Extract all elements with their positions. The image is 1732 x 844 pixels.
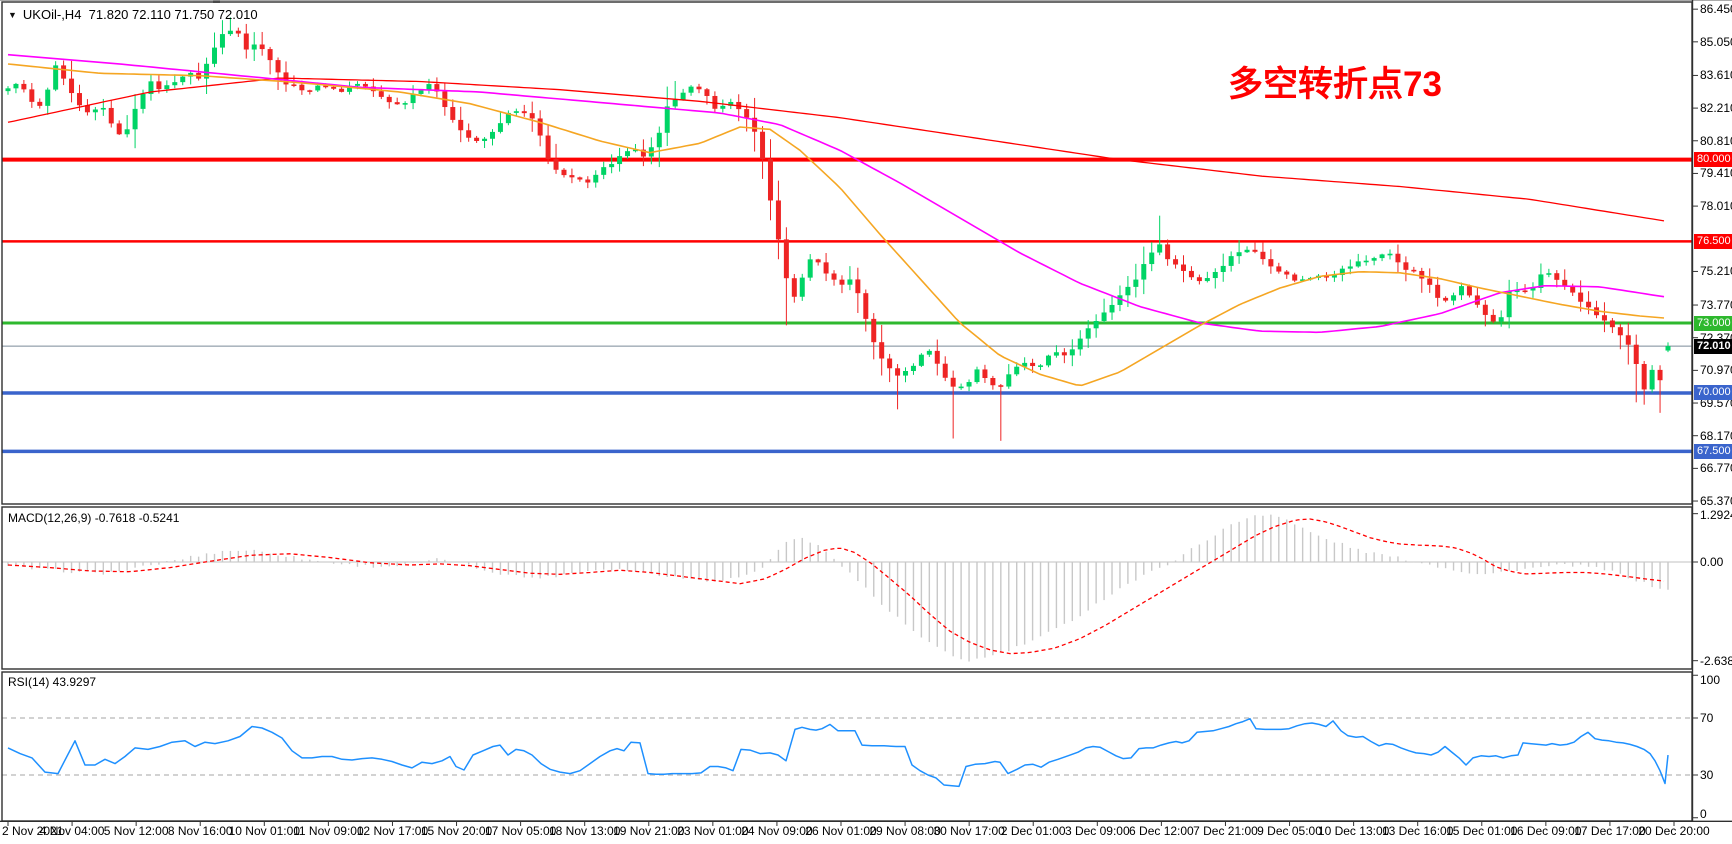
- time-axis-label: 9 Dec 05:00: [1257, 824, 1322, 838]
- time-axis-label: 17 Dec 17:00: [1574, 824, 1646, 838]
- time-axis-label: 10 Dec 13:00: [1317, 824, 1390, 838]
- macd-axis-label: -2.6386: [1700, 653, 1732, 668]
- symbol-info-bar: ▼ UKOil-,H4 71.820 72.110 71.750 72.010: [8, 7, 258, 22]
- time-axis-label: 24 Nov 09:00: [741, 824, 813, 838]
- ma-magenta-line: [7, 53, 1665, 334]
- time-axis-label: 3 Dec 09:00: [1064, 824, 1130, 838]
- axis-ticks: [7, 8, 1698, 826]
- time-axis-label: 15 Dec 01:00: [1446, 824, 1518, 838]
- price-axis-label: 82.210: [1700, 101, 1732, 116]
- rsi-axis-label: 70: [1700, 711, 1714, 725]
- macd-panel: [2, 514, 1692, 662]
- price-axis-label: 86.450: [1700, 2, 1732, 17]
- price-axis-label: 66.770: [1700, 461, 1732, 476]
- rsi-axis-label: 30: [1700, 768, 1714, 782]
- price-axis-label: 83.610: [1700, 68, 1732, 83]
- time-axis-label: 5 Nov 12:00: [103, 824, 169, 838]
- time-axis-label: 8 Nov 16:00: [167, 824, 233, 838]
- symbol-ohlc-text: UKOil-,H4 71.820 72.110 71.750 72.010: [22, 7, 258, 22]
- macd-axis-label: 0.00: [1700, 555, 1724, 569]
- price-axis-label: 78.010: [1700, 199, 1732, 214]
- price-level-badge: 70.000: [1694, 385, 1732, 401]
- time-axis-label: 10 Nov 01:00: [228, 824, 300, 838]
- time-axis-label: 2 Nov 2021: [2, 824, 64, 838]
- price-level-badge: 76.500: [1694, 233, 1732, 249]
- time-axis-label: 15 Nov 20:00: [420, 824, 493, 838]
- price-axis-label: 73.770: [1700, 298, 1732, 313]
- price-axis-label: 85.050: [1700, 34, 1732, 49]
- time-axis-label: 23 Nov 01:00: [677, 824, 749, 838]
- current-price-badge: 72.010: [1694, 338, 1732, 354]
- time-axis-label: 18 Nov 13:00: [548, 824, 621, 838]
- price-axis-label: 70.970: [1700, 363, 1732, 378]
- price-axis-label: 65.370: [1700, 494, 1732, 509]
- time-axis-label: 2 Dec 01:00: [1000, 824, 1066, 838]
- price-level-badge: 73.000: [1694, 315, 1732, 331]
- time-axis-label: 26 Nov 01:00: [805, 824, 877, 838]
- time-axis-label: 7 Dec 21:00: [1193, 824, 1258, 838]
- price-axis-label: 68.170: [1700, 428, 1732, 443]
- macd-indicator-label: MACD(12,26,9) -0.7618 -0.5241: [8, 511, 180, 525]
- rsi-axis-label: 0: [1700, 807, 1707, 821]
- price-axis-label: 80.810: [1700, 133, 1732, 148]
- price-level-badge: 80.000: [1694, 152, 1732, 168]
- price-axis-label: 79.410: [1700, 166, 1732, 181]
- time-axis-label: 19 Nov 21:00: [613, 824, 685, 838]
- rsi-panel: [2, 717, 1692, 788]
- time-axis-label: 20 Dec 20:00: [1638, 824, 1710, 838]
- price-level-badge: 67.500: [1694, 443, 1732, 459]
- time-axis-label: 29 Nov 08:00: [869, 824, 941, 838]
- time-axis-label: 17 Nov 05:00: [484, 824, 557, 838]
- rsi-indicator-label: RSI(14) 43.9297: [8, 675, 97, 689]
- time-axis-label: 13 Dec 16:00: [1381, 824, 1454, 838]
- chart-annotation-text: 多空转折点73: [1228, 65, 1442, 104]
- macd-axis-label: 1.2924: [1700, 508, 1732, 522]
- ma-orange-line: [7, 63, 1665, 387]
- ma-red-line: [7, 77, 1665, 222]
- time-axis-label: 6 Dec 12:00: [1129, 824, 1194, 838]
- price-axis-label: 75.210: [1700, 264, 1732, 279]
- rsi-axis-label: 100: [1700, 673, 1721, 687]
- candles-layer: [5, 17, 1671, 441]
- time-axis-label: 30 Nov 17:00: [933, 824, 1005, 838]
- price-axis[interactable]: [1693, 0, 1732, 821]
- time-axis-label: 11 Nov 09:00: [293, 824, 364, 838]
- chevron-down-icon[interactable]: ▼: [8, 9, 17, 20]
- panel-frames: [0, 0, 1732, 822]
- time-axis-label: 4 Nov 04:00: [39, 824, 105, 838]
- time-axis-label: 12 Nov 17:00: [356, 824, 429, 838]
- main-chart-panel: [2, 17, 1692, 454]
- time-axis-label: 16 Dec 09:00: [1510, 824, 1582, 838]
